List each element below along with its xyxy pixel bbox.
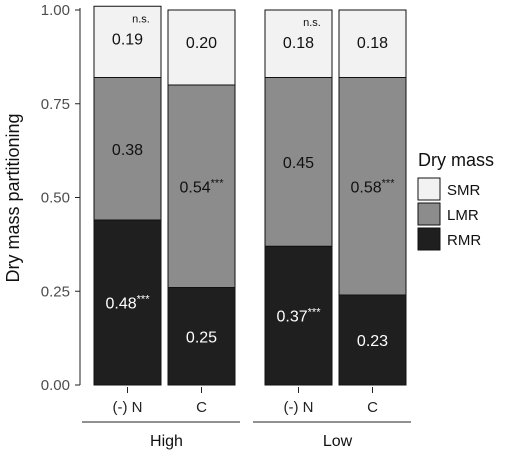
bar-low-c: 0.230.58***0.18 [338,9,407,386]
y-tick-label: 0.00 [41,377,70,394]
segment-rmr [93,219,162,386]
legend-swatch-smr [417,177,441,201]
segment-label-smr: 0.18 [283,35,314,52]
segment-label-smr: 0.19 [112,31,143,48]
segment-label-lmr: 0.38 [112,142,143,159]
legend: Dry mass SMR LMR RMR [417,150,494,251]
group-label-high: High [150,433,183,450]
y-tick-label: 0.50 [41,190,70,207]
segment-lmr [93,77,162,221]
segment-smr [93,5,162,78]
x-tick-label: C [196,399,207,416]
x-axis: (-) N C (-) N C High Low [82,387,411,450]
legend-swatch-lmr [417,202,441,226]
segment-lmr [338,77,407,296]
y-tick-label: 0.75 [41,96,70,113]
significance-label: n.s. [303,17,321,29]
segment-smr [338,9,407,78]
bar-high-n: 0.48***0.380.19n.s. [93,5,162,386]
segment-label-lmr: 0.45 [283,155,314,172]
bar-high-c: 0.250.54***0.20 [167,9,236,386]
y-tick-label: 0.25 [41,283,70,300]
y-tick-label: 1.00 [41,2,70,19]
segment-label-smr: 0.20 [186,35,217,52]
segment-rmr [264,245,333,386]
segment-label-rmr: 0.25 [186,329,217,346]
segment-smr [167,9,236,86]
legend-title: Dry mass [418,150,494,170]
y-axis-label: Dry mass partitioning [3,113,23,282]
x-tick-label: (-) N [113,399,143,416]
segment-label-smr: 0.18 [357,35,388,52]
group-label-low: Low [323,433,353,450]
legend-swatch-rmr [417,227,441,251]
stacked-bars: 0.48***0.380.19n.s.0.250.54***0.200.37**… [93,5,407,386]
legend-label-rmr: RMR [447,232,481,249]
legend-label-lmr: LMR [447,207,479,224]
bar-low-n: 0.37***0.450.18n.s. [264,9,333,386]
segment-rmr [338,294,407,386]
y-axis: 0.00 0.25 0.50 0.75 1.00 [41,2,81,394]
legend-label-smr: SMR [447,182,481,199]
significance-label: n.s. [132,13,150,25]
segment-smr [264,9,333,78]
x-tick-label: (-) N [284,399,314,416]
x-tick-label: C [367,399,378,416]
segment-label-rmr: 0.23 [357,333,388,350]
